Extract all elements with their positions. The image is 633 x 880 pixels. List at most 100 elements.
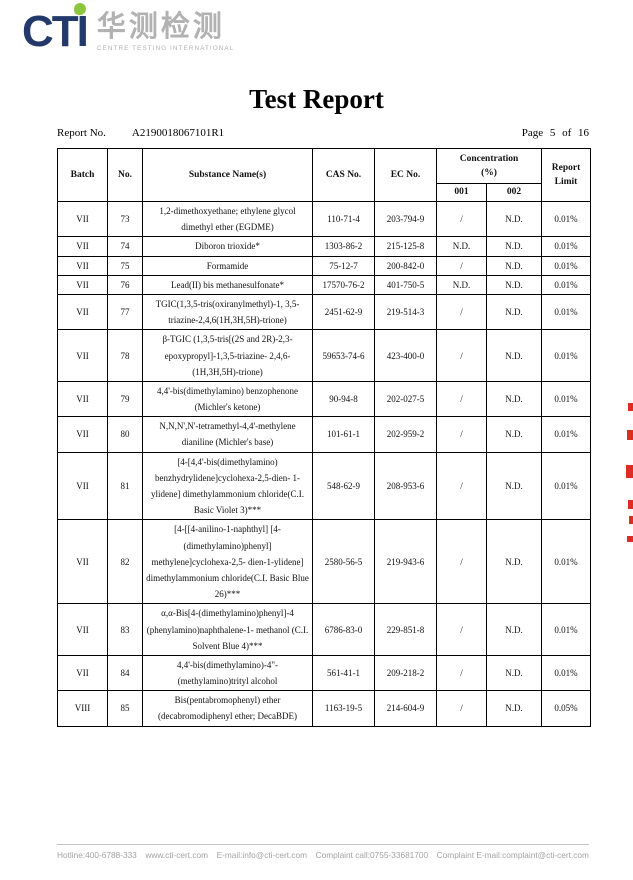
cell-conc-002: N.D.	[485, 255, 543, 276]
footer: Hotline:400-6788-333 www.cti-cert.com E-…	[57, 850, 589, 860]
cell-conc-001: /	[436, 451, 487, 521]
header-concentration-line1: Concentration	[459, 153, 519, 164]
header-batch: Batch	[57, 148, 108, 202]
footer-complaint-call: Complaint call:0755-33681700	[315, 850, 429, 860]
substance-table-head: Batch No. Substance Name(s) CAS No. EC N…	[57, 148, 592, 202]
substance-table-body: VII 73 1,2-dimethoxyethane; ethylene gly…	[57, 200, 592, 727]
table-row: VII 78 β-TGIC (1,3,5-tris[(2S and 2R)-2,…	[57, 329, 592, 382]
cell-conc-001: /	[436, 690, 487, 727]
cell-cas: 17570-76-2	[312, 274, 375, 295]
cell-ec: 401-750-5	[374, 274, 437, 295]
header-sample-002: 002	[485, 183, 543, 202]
report-meta-line: Report No. A2190018067101R1 Page 5 of 16	[57, 127, 589, 139]
logo-chinese-name: 华测检测	[96, 11, 225, 44]
cell-cas: 101-61-1	[312, 416, 375, 453]
cell-report-limit: 0.01%	[541, 519, 592, 605]
cell-batch: VII	[57, 200, 108, 238]
cell-conc-002: N.D.	[485, 654, 543, 692]
cell-cas: 2451-62-9	[312, 293, 375, 331]
cell-conc-001: /	[436, 380, 487, 418]
cell-batch: VII	[57, 519, 108, 605]
cell-no: 77	[107, 293, 143, 331]
cell-report-limit: 0.01%	[541, 451, 592, 521]
red-stamp-fragment	[627, 430, 633, 440]
table-row: VII 84 4,4'-bis(dimethylamino)-4"- (meth…	[57, 654, 592, 692]
table-row: VIII 85 Bis(pentabromophenyl) ether (dec…	[57, 690, 592, 727]
cell-ec: 202-959-2	[374, 416, 437, 453]
cell-report-limit: 0.01%	[541, 293, 592, 331]
cell-batch: VII	[57, 603, 108, 656]
red-stamp-fragment	[628, 403, 633, 411]
cell-cas: 561-41-1	[312, 654, 375, 692]
footer-website: www.cti-cert.com	[145, 850, 209, 860]
cell-report-limit: 0.01%	[541, 603, 592, 656]
cti-logo: CTI 华测检测 CENTRE TESTING INTERNATIONAL	[22, 3, 235, 54]
page-indicator: Page 5 of 16	[521, 127, 589, 139]
table-row: VII 73 1,2-dimethoxyethane; ethylene gly…	[57, 200, 592, 238]
cell-conc-001: /	[436, 329, 487, 382]
cell-cas: 110-71-4	[312, 200, 375, 238]
cell-cas: 1303-86-2	[312, 236, 375, 257]
cell-batch: VII	[57, 380, 108, 418]
cell-substance-name: Formamide	[142, 255, 313, 276]
cell-conc-001: /	[436, 416, 487, 453]
cell-substance-name: 1,2-dimethoxyethane; ethylene glycol dim…	[142, 200, 313, 238]
cell-ec: 423-400-0	[374, 329, 437, 382]
green-dot-icon	[73, 3, 86, 15]
report-no-label: Report No.	[57, 127, 106, 139]
cell-batch: VII	[57, 451, 108, 521]
cell-batch: VII	[57, 274, 108, 295]
cell-conc-001: /	[436, 519, 487, 605]
cell-batch: VII	[57, 654, 108, 692]
cti-wordmark: CTI	[22, 3, 89, 54]
cell-conc-002: N.D.	[485, 519, 543, 605]
cell-no: 76	[107, 274, 143, 295]
cell-ec: 214-604-9	[374, 690, 437, 727]
cell-substance-name: α,α-Bis[4-(dimethylamino)phenyl]-4 (phen…	[142, 603, 313, 656]
table-row: VII 76 Lead(II) bis methanesulfonate* 17…	[57, 274, 592, 295]
cell-cas: 1163-19-5	[312, 690, 375, 727]
red-stamp-fragment	[628, 500, 633, 509]
footer-complaint-email: Complaint E-mail:complaint@cti-cert.com	[436, 850, 589, 860]
cell-batch: VIII	[57, 690, 108, 727]
cell-substance-name: 4,4'-bis(dimethylamino)-4"- (methylamino…	[142, 654, 313, 692]
cell-substance-name: Diboron trioxide*	[142, 236, 313, 257]
cell-ec: 215-125-8	[374, 236, 437, 257]
cell-batch: VII	[57, 255, 108, 276]
logo-text-block: 华测检测 CENTRE TESTING INTERNATIONAL	[96, 11, 235, 53]
footer-divider	[57, 844, 589, 845]
substance-table: Batch No. Substance Name(s) CAS No. EC N…	[57, 148, 592, 727]
cell-conc-002: N.D.	[485, 274, 543, 295]
cell-cas: 548-62-9	[312, 451, 375, 521]
cell-substance-name: [4-[4,4'-bis(dimethylamino) benzhydrylid…	[142, 451, 313, 521]
header-concentration: Concentration (%)	[435, 148, 543, 184]
cell-conc-002: N.D.	[485, 293, 543, 331]
cell-no: 78	[107, 329, 143, 382]
cell-ec: 200-842-0	[374, 255, 437, 276]
cti-letters: CTI	[22, 7, 89, 56]
table-row: VII 80 N,N,N',N'-tetramethyl-4,4'-methyl…	[57, 416, 592, 453]
cell-conc-002: N.D.	[485, 200, 543, 238]
cell-cas: 6786-83-0	[312, 603, 375, 656]
cell-no: 74	[107, 236, 143, 257]
report-no-value: A2190018067101R1	[131, 127, 225, 139]
cell-no: 75	[107, 255, 143, 276]
cell-substance-name: Lead(II) bis methanesulfonate*	[142, 274, 313, 295]
cell-ec: 202-027-5	[374, 380, 437, 418]
table-row: VII 75 Formamide 75-12-7 200-842-0 / N.D…	[57, 255, 592, 276]
cell-substance-name: TGIC(1,3,5-tris(oxiranylmethyl)-1, 3,5-t…	[142, 293, 313, 331]
cell-no: 73	[107, 200, 143, 238]
cell-no: 79	[107, 380, 143, 418]
table-header-row: Batch No. Substance Name(s) CAS No. EC N…	[57, 148, 592, 202]
table-subheader-row: 001 002	[58, 183, 591, 202]
cell-cas: 2580-56-5	[312, 519, 375, 605]
footer-email: E-mail:info@cti-cert.com	[216, 850, 308, 860]
red-stamp-fragment	[629, 516, 633, 524]
cell-conc-001: /	[436, 293, 487, 331]
cell-batch: VII	[57, 293, 108, 331]
table-row: VII 83 α,α-Bis[4-(dimethylamino)phenyl]-…	[57, 603, 592, 656]
cell-ec: 219-514-3	[374, 293, 437, 331]
logo-subtitle: CENTRE TESTING INTERNATIONAL	[96, 45, 235, 53]
cell-report-limit: 0.01%	[541, 200, 592, 238]
